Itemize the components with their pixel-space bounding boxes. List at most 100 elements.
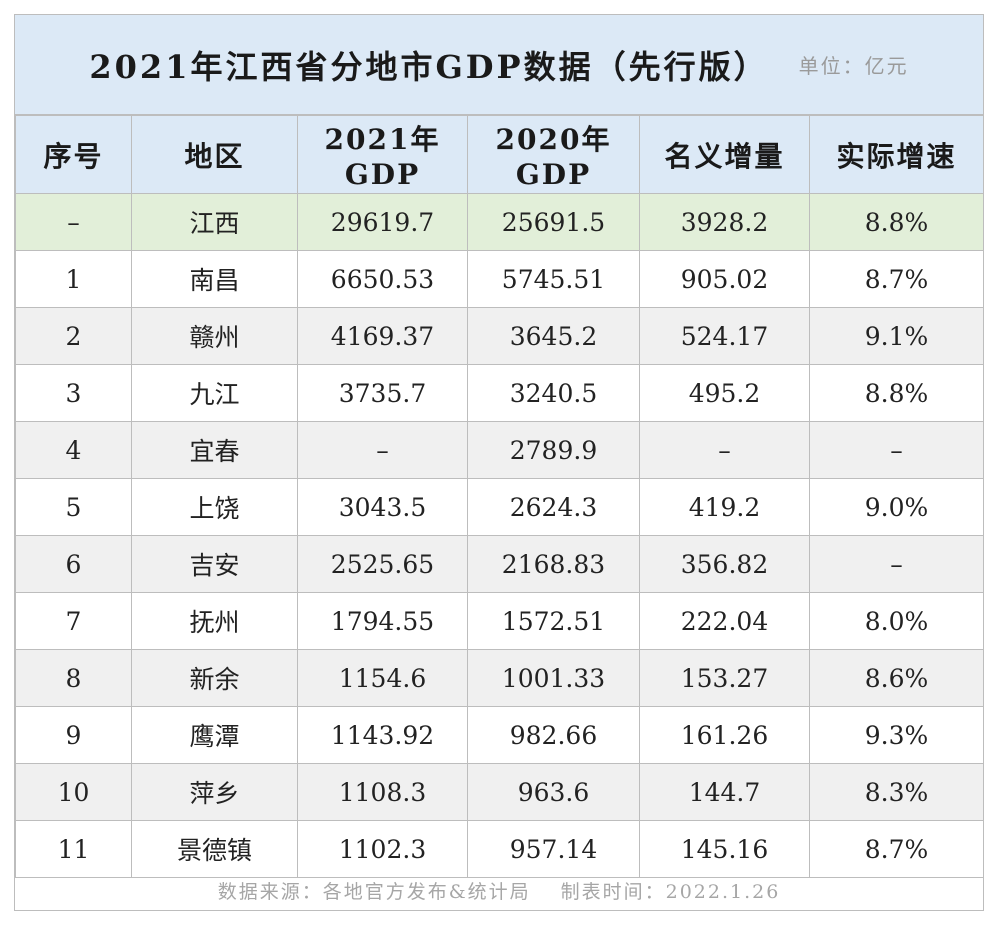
cell-real-growth: 8.7%: [809, 820, 984, 878]
table-row-total: – 江西 29619.7 25691.5 3928.2 8.8%: [15, 193, 984, 251]
cell-nominal-increase: 524.17: [639, 307, 810, 365]
cell-nominal-increase: 419.2: [639, 478, 810, 536]
cell-index: 7: [15, 592, 132, 650]
header-row: 序号 地区 2021年GDP 2020年GDP 名义增量 实际增速: [15, 115, 984, 194]
cell-region: 宜春: [131, 421, 298, 479]
cell-gdp-2021: 1102.3: [297, 820, 468, 878]
cell-real-growth: 8.6%: [809, 649, 984, 707]
cell-nominal-increase: 222.04: [639, 592, 810, 650]
cell-index: 4: [15, 421, 132, 479]
gdp-table-frame: 2021年江西省分地市GDP数据（先行版） 单位：亿元 序号 地区 2021年G…: [14, 14, 984, 911]
cell-gdp-2020: 2624.3: [467, 478, 640, 536]
table-row: 1 南昌 6650.53 5745.51 905.02 8.7%: [15, 250, 984, 308]
cell-index: –: [15, 193, 132, 251]
header-nominal-increase: 名义增量: [639, 115, 810, 194]
cell-index: 6: [15, 535, 132, 593]
table-row: 2 赣州 4169.37 3645.2 524.17 9.1%: [15, 307, 984, 365]
gdp-table: 序号 地区 2021年GDP 2020年GDP 名义增量 实际增速 – 江西 296…: [15, 115, 984, 878]
cell-real-growth: 8.7%: [809, 250, 984, 308]
cell-index: 2: [15, 307, 132, 365]
cell-gdp-2020: 2789.9: [467, 421, 640, 479]
cell-gdp-2021: 2525.65: [297, 535, 468, 593]
cell-gdp-2021: 29619.7: [297, 193, 468, 251]
cell-index: 10: [15, 763, 132, 821]
cell-nominal-increase: 3928.2: [639, 193, 810, 251]
cell-nominal-increase: 356.82: [639, 535, 810, 593]
source-note: 数据来源：各地官方发布&统计局: [217, 881, 531, 903]
cell-gdp-2020: 5745.51: [467, 250, 640, 308]
cell-real-growth: 8.8%: [809, 193, 984, 251]
cell-region: 萍乡: [131, 763, 298, 821]
cell-gdp-2020: 1572.51: [467, 592, 640, 650]
table-row: 4 宜春 –2789.9– –: [15, 421, 984, 479]
cell-index: 5: [15, 478, 132, 536]
header-index: 序号: [15, 115, 132, 194]
cell-nominal-increase: 161.26: [639, 706, 810, 764]
cell-gdp-2020: 957.14: [467, 820, 640, 878]
cell-gdp-2021: 1143.92: [297, 706, 468, 764]
cell-nominal-increase: 153.27: [639, 649, 810, 707]
cell-gdp-2020: 3240.5: [467, 364, 640, 422]
table-row: 10 萍乡 1108.3 963.6 144.7 8.3%: [15, 763, 984, 821]
cell-nominal-increase: 145.16: [639, 820, 810, 878]
cell-gdp-2020: 25691.5: [467, 193, 640, 251]
cell-region: 鹰潭: [131, 706, 298, 764]
table-row: 5 上饶 3043.5 2624.3 419.2 9.0%: [15, 478, 984, 536]
cell-region: 抚州: [131, 592, 298, 650]
cell-gdp-2021: 1154.6: [297, 649, 468, 707]
cell-nominal-increase: –: [639, 421, 810, 479]
footer: 数据来源：各地官方发布&统计局 制表时间：2022.1.26: [15, 870, 983, 911]
cell-gdp-2021: 3735.7: [297, 364, 468, 422]
cell-gdp-2020: 1001.33: [467, 649, 640, 707]
cell-nominal-increase: 144.7: [639, 763, 810, 821]
cell-gdp-2021: 1108.3: [297, 763, 468, 821]
cell-region: 上饶: [131, 478, 298, 536]
cell-gdp-2020: 963.6: [467, 763, 640, 821]
table-row: 7 抚州 1794.55 1572.51 222.04 8.0%: [15, 592, 984, 650]
cell-region: 赣州: [131, 307, 298, 365]
cell-gdp-2021: 4169.37: [297, 307, 468, 365]
table-row: 9 鹰潭 1143.92 982.66 161.26 9.3%: [15, 706, 984, 764]
cell-real-growth: 8.8%: [809, 364, 984, 422]
cell-region: 江西: [131, 193, 298, 251]
cell-region: 九江: [131, 364, 298, 422]
cell-index: 11: [15, 820, 132, 878]
table-body: – 江西 29619.7 25691.5 3928.2 8.8% 1 南昌 6650.53 574…: [15, 193, 984, 878]
cell-real-growth: 9.0%: [809, 478, 984, 536]
header-gdp-2021: 2021年GDP: [297, 115, 468, 194]
table-row: 6 吉安 2525.65 2168.83 356.82–: [15, 535, 984, 593]
cell-gdp-2020: 3645.2: [467, 307, 640, 365]
table-row: 3 九江 3735.7 3240.5 495.2 8.8%: [15, 364, 984, 422]
cell-real-growth: 8.3%: [809, 763, 984, 821]
cell-gdp-2020: 982.66: [467, 706, 640, 764]
cell-region: 南昌: [131, 250, 298, 308]
cell-nominal-increase: 905.02: [639, 250, 810, 308]
cell-gdp-2021: 3043.5: [297, 478, 468, 536]
cell-region: 景德镇: [131, 820, 298, 878]
header-real-growth: 实际增速: [809, 115, 984, 194]
cell-index: 3: [15, 364, 132, 422]
cell-gdp-2020: 2168.83: [467, 535, 640, 593]
cell-real-growth: –: [809, 421, 984, 479]
cell-region: 吉安: [131, 535, 298, 593]
title-bar: 2021年江西省分地市GDP数据（先行版） 单位：亿元: [15, 15, 983, 115]
cell-real-growth: 9.1%: [809, 307, 984, 365]
table-title: 2021年江西省分地市GDP数据（先行版）: [89, 47, 769, 86]
unit-label: 单位：亿元: [798, 54, 909, 78]
cell-real-growth: 9.3%: [809, 706, 984, 764]
cell-real-growth: 8.0%: [809, 592, 984, 650]
cell-index: 8: [15, 649, 132, 707]
header-gdp-2020: 2020年GDP: [467, 115, 640, 194]
cell-index: 1: [15, 250, 132, 308]
cell-gdp-2021: 6650.53: [297, 250, 468, 308]
header-region: 地区: [131, 115, 298, 194]
cell-gdp-2021: 1794.55: [297, 592, 468, 650]
cell-gdp-2021: –: [297, 421, 468, 479]
cell-index: 9: [15, 706, 132, 764]
table-row: 11 景德镇 1102.3 957.14 145.16 8.7%: [15, 820, 984, 878]
cell-region: 新余: [131, 649, 298, 707]
cell-nominal-increase: 495.2: [639, 364, 810, 422]
date-note: 制表时间：2022.1.26: [560, 881, 781, 903]
table-row: 8 新余 1154.6 1001.33 153.27 8.6%: [15, 649, 984, 707]
cell-real-growth: –: [809, 535, 984, 593]
